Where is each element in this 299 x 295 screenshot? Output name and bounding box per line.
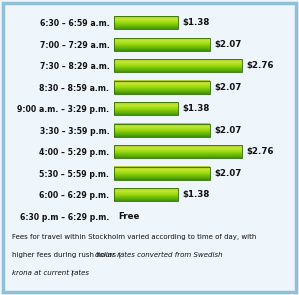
- Text: $1.38: $1.38: [182, 18, 209, 27]
- Text: dollar rates converted from Swedish: dollar rates converted from Swedish: [94, 252, 222, 258]
- Bar: [114, 102, 178, 115]
- Text: $1.38: $1.38: [182, 104, 209, 113]
- Bar: [114, 81, 210, 94]
- Text: higher fees during rush hours (: higher fees during rush hours (: [12, 252, 121, 258]
- Text: $2.07: $2.07: [214, 83, 242, 92]
- Bar: [114, 124, 210, 137]
- Text: krona at current rates: krona at current rates: [12, 270, 89, 276]
- Text: $2.76: $2.76: [246, 147, 274, 156]
- Text: $2.07: $2.07: [214, 126, 242, 135]
- Text: $2.76: $2.76: [246, 61, 274, 70]
- Bar: [114, 59, 242, 73]
- Text: Free: Free: [118, 212, 139, 221]
- Bar: [114, 38, 210, 51]
- Bar: [114, 166, 210, 180]
- Text: ): ): [71, 270, 73, 276]
- Text: $1.38: $1.38: [182, 190, 209, 199]
- Text: $2.07: $2.07: [214, 169, 242, 178]
- Bar: [114, 145, 242, 158]
- Text: $2.07: $2.07: [214, 40, 242, 49]
- Bar: [114, 188, 178, 201]
- Text: Fees for travel within Stockholm varied according to time of day, with: Fees for travel within Stockholm varied …: [12, 234, 256, 240]
- Bar: [114, 16, 178, 30]
